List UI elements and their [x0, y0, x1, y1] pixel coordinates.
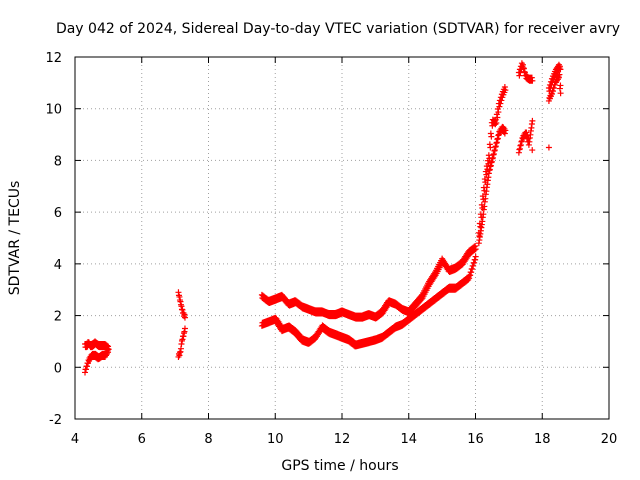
data-point: [496, 103, 503, 110]
x-tick-label: 14: [400, 432, 417, 447]
data-point: [493, 119, 500, 126]
y-tick-label: 2: [54, 310, 62, 325]
data-point: [557, 90, 564, 97]
data-point: [516, 72, 523, 79]
data-point: [529, 77, 536, 84]
data-point: [472, 253, 479, 260]
data-point: [557, 66, 564, 73]
y-tick-label: 4: [54, 258, 62, 273]
y-tick-label: 8: [54, 154, 62, 169]
x-tick-label: 12: [334, 432, 351, 447]
data-point: [498, 97, 505, 104]
x-tick-label: 6: [138, 432, 146, 447]
data-point: [502, 87, 509, 94]
y-tick-label: 0: [54, 361, 62, 376]
chart-title: Day 042 of 2024, Sidereal Day-to-day VTE…: [56, 21, 620, 37]
y-tick-label: -2: [49, 413, 62, 428]
data-point: [181, 325, 188, 332]
x-tick-label: 18: [534, 432, 551, 447]
data-point: [472, 246, 479, 253]
y-axis-label: SDTVAR / TECUs: [7, 181, 23, 296]
data-point: [523, 129, 530, 136]
data-point: [556, 71, 563, 78]
data-point: [502, 127, 509, 134]
x-tick-label: 8: [204, 432, 212, 447]
x-tick-label: 16: [467, 432, 484, 447]
data-point: [487, 144, 494, 151]
data-point: [494, 114, 501, 121]
data-point: [497, 100, 504, 107]
y-tick-label: 6: [54, 206, 62, 221]
y-tick-label: 12: [45, 51, 62, 66]
data-point: [495, 109, 502, 116]
data-point: [529, 147, 536, 154]
y-tick-labels: -2 0 2 4 6 8 10 12: [45, 51, 62, 428]
data-point: [488, 133, 495, 140]
grid: [75, 57, 609, 419]
data-points: [82, 60, 564, 376]
data-point: [181, 314, 188, 321]
y-tick-label: 10: [45, 103, 62, 118]
axis-ticks: [74, 56, 610, 420]
x-tick-labels: 4 6 8 10 12 14 16 18 20: [71, 432, 617, 447]
data-point: [105, 346, 112, 353]
x-tick-label: 4: [71, 432, 79, 447]
data-point: [557, 82, 564, 89]
x-axis-label: GPS time / hours: [281, 458, 398, 474]
data-point: [529, 117, 536, 124]
x-tick-label: 20: [601, 432, 618, 447]
x-tick-label: 10: [267, 432, 284, 447]
data-point: [545, 144, 552, 151]
